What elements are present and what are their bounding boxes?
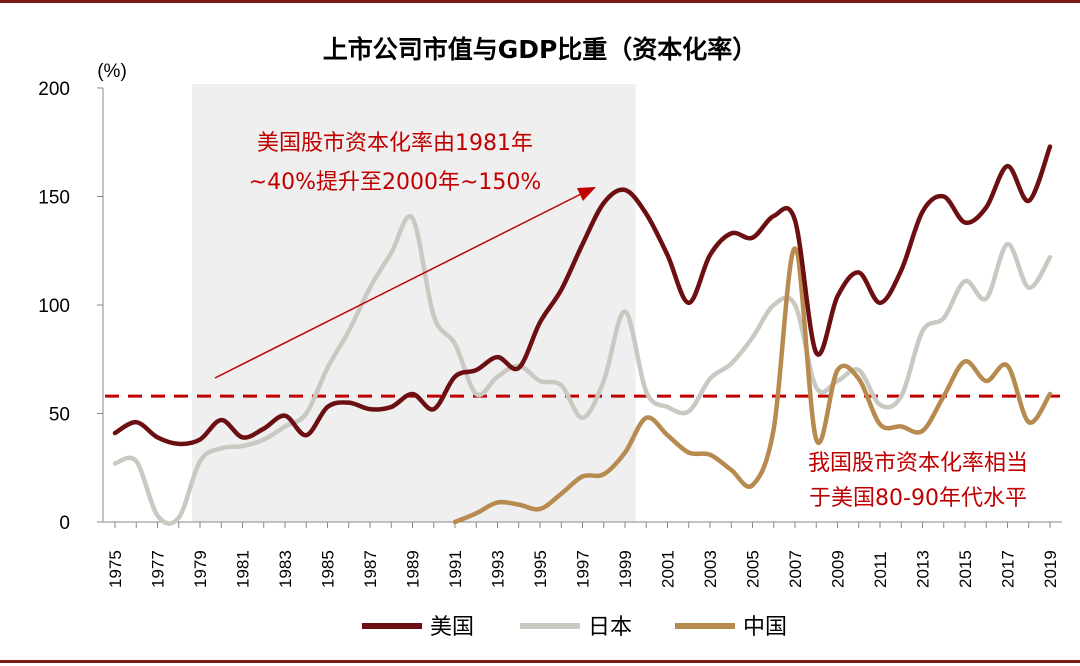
annotation-china-line-2: 于美国80-90年代水平	[809, 486, 1027, 511]
x-tick-label: 2011	[871, 551, 890, 588]
x-tick-label: 2019	[1041, 550, 1060, 588]
annotation-china-line-1: 我国股市资本化率相当	[808, 451, 1028, 476]
y-tick-label: 0	[59, 513, 70, 534]
legend-label-us: 美国	[430, 615, 474, 640]
x-tick-label: 1979	[191, 550, 210, 588]
x-tick-label: 1985	[319, 550, 338, 588]
annotation-us-line-2: ~40%提升至2000年~150%	[249, 170, 542, 195]
x-tick-label: 2005	[744, 550, 763, 588]
y-tick-label: 50	[49, 405, 70, 426]
annotation-us-line-1: 美国股市资本化率由1981年	[257, 131, 533, 156]
x-tick-label: 1991	[446, 550, 465, 588]
legend-label-china: 中国	[743, 615, 787, 640]
x-tick-label: 2007	[786, 550, 805, 588]
x-tick-label: 1997	[574, 550, 593, 588]
y-tick-label: 100	[38, 296, 70, 317]
trend-arrow	[214, 191, 586, 379]
chart-title: 上市公司市值与GDP比重（资本化率）	[322, 35, 758, 64]
top-border	[0, 0, 1080, 3]
x-tick-label: 1989	[404, 550, 423, 588]
x-tick-label: 1975	[106, 550, 125, 588]
series-line-china	[452, 246, 1053, 525]
x-tick-label: 2009	[829, 550, 848, 588]
x-tick-label: 1999	[616, 550, 635, 588]
x-tick-label: 1977	[149, 550, 168, 588]
series-line-japan	[112, 213, 1053, 526]
series-line-us	[112, 144, 1053, 447]
x-tick-label: 1981	[234, 550, 253, 588]
x-tick-label: 2015	[956, 550, 975, 588]
y-axis-unit: (%)	[97, 61, 127, 82]
bottom-border	[0, 660, 1080, 663]
x-tick-label: 2013	[914, 550, 933, 588]
legend-label-japan: 日本	[588, 615, 632, 640]
x-tick-label: 1993	[489, 550, 508, 588]
shaded-region	[192, 84, 636, 522]
trend-arrowhead	[577, 187, 596, 201]
x-tick-label: 1995	[531, 550, 550, 588]
y-tick-label: 150	[38, 188, 70, 209]
x-tick-label: 2001	[659, 550, 678, 588]
y-tick-label: 200	[38, 79, 70, 100]
x-tick-label: 1987	[361, 550, 380, 588]
x-tick-label: 2017	[999, 550, 1018, 588]
x-tick-label: 2003	[701, 550, 720, 588]
x-tick-label: 1983	[276, 550, 295, 588]
